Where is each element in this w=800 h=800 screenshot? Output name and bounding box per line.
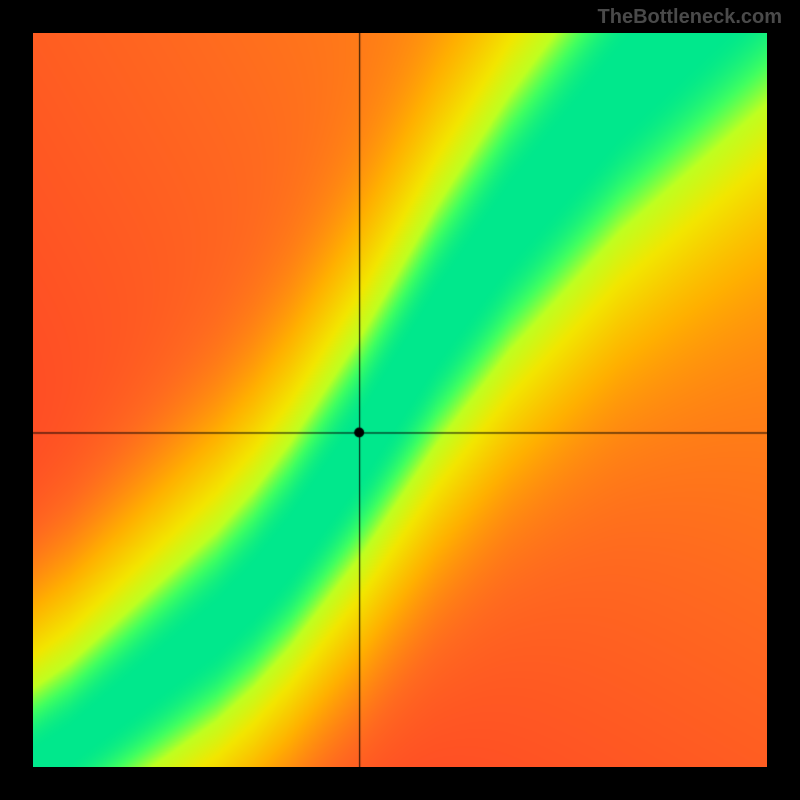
chart-frame: TheBottleneck.com — [0, 0, 800, 800]
heatmap-canvas — [33, 33, 767, 767]
watermark-text: TheBottleneck.com — [598, 6, 782, 29]
